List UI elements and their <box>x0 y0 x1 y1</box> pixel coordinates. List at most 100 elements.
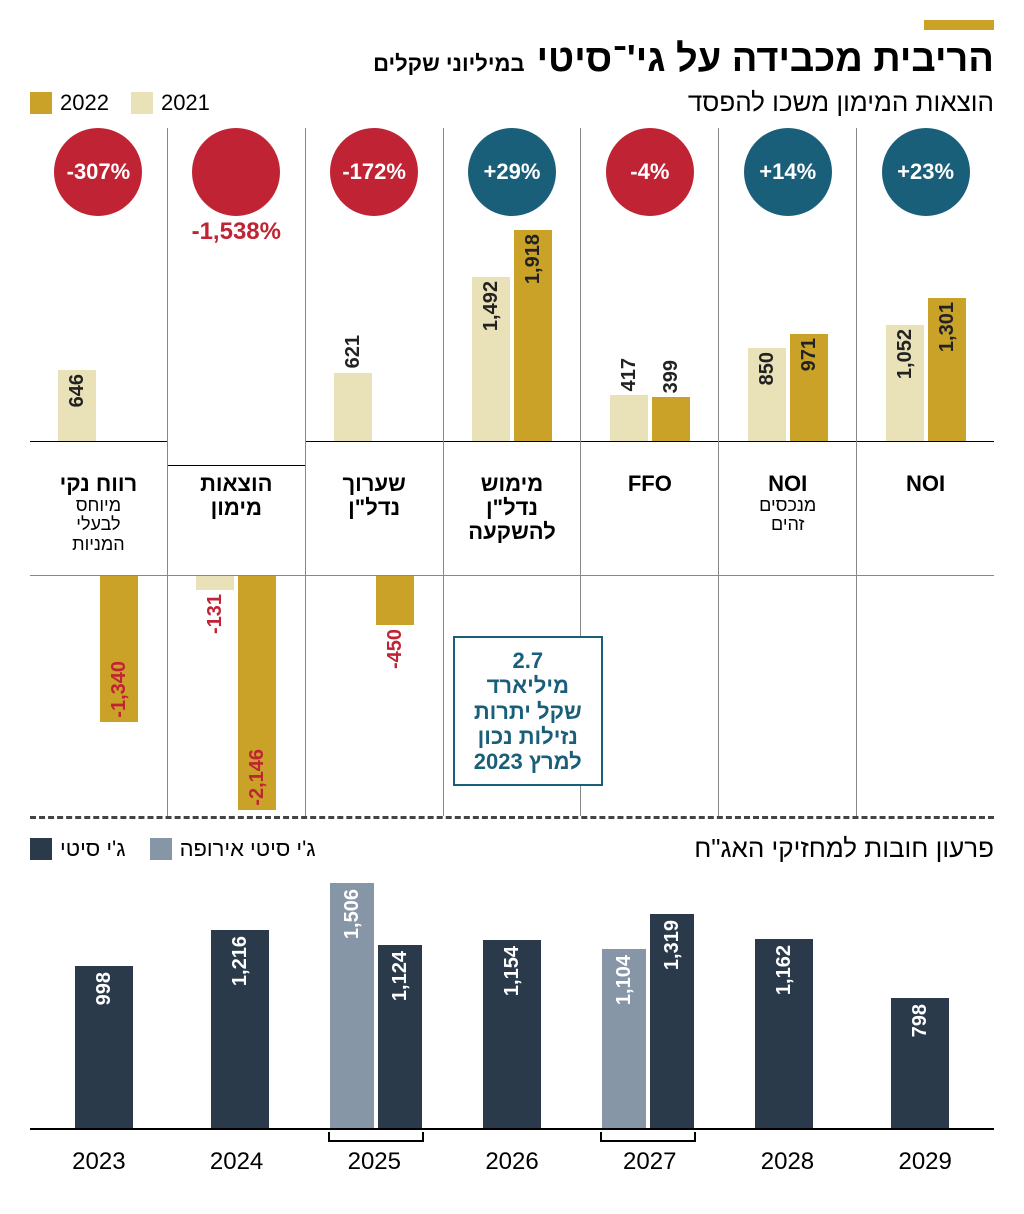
legend-chart1: 2022 2021 <box>30 90 210 116</box>
bar-pair: 417399 <box>610 395 690 441</box>
bar-value: 850 <box>756 352 779 385</box>
chart2-bar-value: 1,162 <box>773 945 796 995</box>
bar-value: 1,301 <box>936 302 959 352</box>
positive-area <box>168 246 305 466</box>
callout-box: 2.7 מיליארדשקל יתרותנזילות נכוןלמרץ 2023 <box>453 636 603 786</box>
legend-item: 2021 <box>131 90 210 116</box>
legend-item: ג'י סיטי <box>30 836 126 862</box>
accent-bar <box>924 20 994 30</box>
neg-bar-value: -2,146 <box>246 749 269 806</box>
chart1: -307% 646 -1,538% -172% 621 +29% 1,492 1,918 -4%… <box>30 128 994 816</box>
neg-bar: -131 <box>196 576 234 590</box>
chart1-column: -1,538% <box>167 128 305 466</box>
chart2-column: 1,216 <box>172 870 308 1128</box>
bar-value: 971 <box>798 338 821 371</box>
percent-badge: +29% <box>468 128 556 216</box>
percent-badge-label: -1,538% <box>168 218 305 246</box>
legend-item: 2022 <box>30 90 109 116</box>
chart2-bar-value: 1,319 <box>661 920 684 970</box>
bar-value: 1,052 <box>894 329 917 379</box>
percent-badge: -4% <box>606 128 694 216</box>
chart2-column: 998 <box>36 870 172 1128</box>
category-title: רווח נקי <box>34 472 163 496</box>
neg-bar-value: -1,340 <box>108 661 131 718</box>
legend-label: ג'י סיטי אירופה <box>180 836 316 862</box>
chart2-column: 1,5061,124 <box>308 870 444 1128</box>
chart2-bar: 1,154 <box>483 940 541 1128</box>
bracket <box>600 1132 696 1142</box>
category-cell: הוצאותמימון <box>167 466 305 575</box>
bracket <box>328 1132 424 1142</box>
chart1-column: -4% 417399 <box>580 128 718 466</box>
chart2-years: 2023202420252026202720282029 <box>30 1148 994 1176</box>
chart2: 9981,2161,5061,1241,1541,1041,3191,16279… <box>30 870 994 1130</box>
subtitle-row: הוצאות המימון משכו להפסד 2022 2021 <box>30 87 994 118</box>
category-cell: NOI <box>856 466 994 575</box>
bar-value: 1,918 <box>522 234 545 284</box>
negative-area: -131 -2,146 <box>168 576 305 816</box>
positive-area: 1,492 1,918 <box>444 222 581 442</box>
chart1-column: +23%1,0521,301 <box>856 128 994 466</box>
percent-badge: -307% <box>54 128 142 216</box>
bar: 417 <box>610 395 648 441</box>
chart1-column: -307% 646 <box>30 128 167 466</box>
category-subtitle: מנכסיםזהים <box>723 496 852 535</box>
bar: 1,492 <box>472 277 510 441</box>
chart2-bar: 1,216 <box>211 930 269 1128</box>
chart1-column-neg: -131 -2,146 <box>167 576 305 816</box>
positive-area: 850 971 <box>719 222 856 442</box>
chart2-bar: 798 <box>891 998 949 1128</box>
chart1-column: +14% 850 971 <box>718 128 856 466</box>
legend-item: ג'י סיטי אירופה <box>150 836 316 862</box>
chart2-year-label: 2029 <box>856 1148 994 1176</box>
page-title: הריבית מכבידה על גי'־סיטי <box>537 38 994 81</box>
bar: 1,918 <box>514 230 552 441</box>
category-title: FFO <box>585 472 714 496</box>
chart2-year-label: 2026 <box>443 1148 581 1176</box>
chart2-bar: 1,124 <box>378 945 422 1128</box>
bar-pair: 646 <box>58 370 138 441</box>
positive-area: 621 <box>306 222 443 442</box>
category-cell: שערוךנדל"ן <box>305 466 443 575</box>
bar-value: 1,492 <box>480 281 503 331</box>
legend-chart2: ג'י סיטי ג'י סיטי אירופה <box>30 836 316 862</box>
bar-pair: 850 971 <box>748 334 828 441</box>
chart2-bar: 1,319 <box>650 914 694 1128</box>
chart2-year-label: 2024 <box>168 1148 306 1176</box>
chart1-column-neg: -450 <box>305 576 443 816</box>
category-title: הוצאותמימון <box>172 472 301 520</box>
negative-area <box>719 576 856 816</box>
neg-bar-pair: -1,340 <box>58 576 138 722</box>
chart2-year-label: 2027 <box>581 1148 719 1176</box>
subtitle: הוצאות המימון משכו להפסד <box>688 87 994 118</box>
chart1-column: -172% 621 <box>305 128 443 466</box>
legend-label: 2022 <box>60 90 109 116</box>
percent-badge: -172% <box>330 128 418 216</box>
legend-swatch <box>30 838 52 860</box>
neg-bar-pair: -450 <box>334 576 414 625</box>
divider <box>30 816 994 819</box>
chart2-title: פרעון חובות למחזיקי האג"ח <box>694 833 994 864</box>
category-title: שערוךנדל"ן <box>310 472 439 520</box>
chart2-column: 1,154 <box>444 870 580 1128</box>
chart2-column: 1,162 <box>716 870 852 1128</box>
percent-badge: +14% <box>744 128 832 216</box>
chart2-bar-value: 1,154 <box>501 946 524 996</box>
chart2-bar: 998 <box>75 966 133 1128</box>
bar-value: 621 <box>342 335 365 368</box>
category-cell: FFO <box>580 466 718 575</box>
neg-bar: -1,340 <box>100 576 138 722</box>
chart2-bar: 1,162 <box>755 939 813 1128</box>
category-title: מימושנדל"ןלהשקעה <box>448 472 577 543</box>
positive-area: 417399 <box>581 222 718 442</box>
legend-swatch <box>131 92 153 114</box>
chart2-bar-value: 798 <box>909 1004 932 1037</box>
chart2-year-label: 2025 <box>305 1148 443 1176</box>
negative-area <box>857 576 994 816</box>
category-cell: NOIמנכסיםזהים <box>718 466 856 575</box>
bar-value: 417 <box>618 358 641 391</box>
positive-area: 1,052 1,301 <box>857 222 994 442</box>
bar-value: 646 <box>66 374 89 407</box>
bar-pair: 1,052 1,301 <box>886 298 966 441</box>
category-cell: רווח נקימיוחסלבעליהמניות <box>30 466 167 575</box>
